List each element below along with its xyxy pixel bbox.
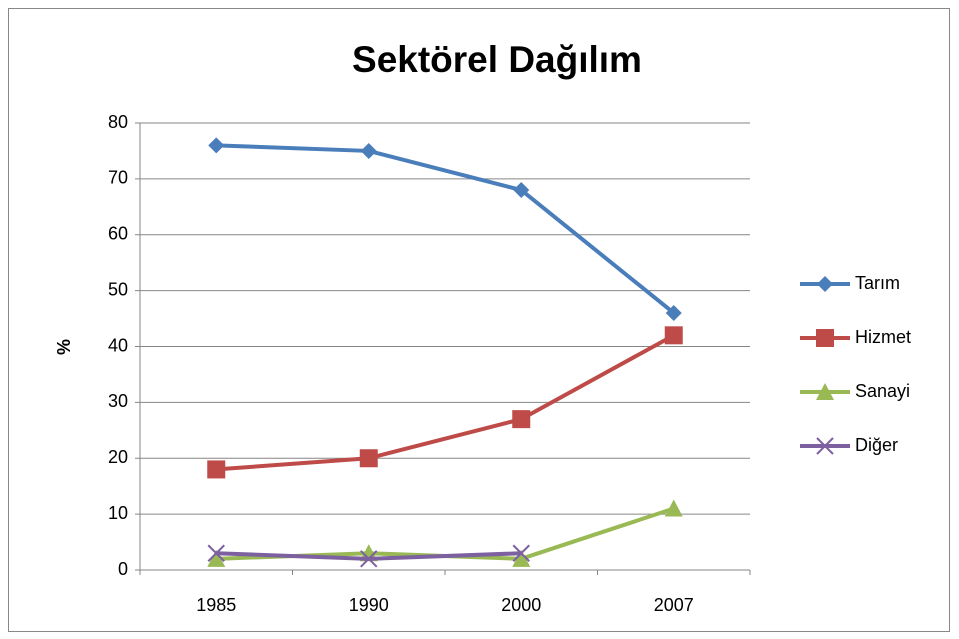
marker	[207, 460, 226, 479]
legend-marker	[816, 437, 834, 455]
chart-border	[8, 8, 950, 632]
marker	[512, 549, 531, 567]
marker	[664, 499, 683, 517]
series-line	[216, 143, 676, 315]
marker	[513, 182, 530, 199]
series-line	[216, 333, 675, 472]
y-tick-label: 50	[108, 279, 128, 299]
y-tick-label: 70	[108, 168, 128, 188]
marker	[360, 142, 377, 159]
legend-label: Hizmet	[855, 327, 911, 347]
x-tick-label: 2000	[501, 595, 541, 615]
marker	[512, 544, 530, 562]
y-tick-label: 30	[108, 391, 128, 411]
legend-marker	[817, 276, 833, 292]
legend-label: Diğer	[855, 435, 898, 455]
marker	[207, 549, 226, 567]
y-tick-label: 80	[108, 112, 128, 132]
legend-label: Tarım	[855, 273, 900, 293]
marker	[359, 449, 378, 468]
y-tick-label: 0	[118, 559, 128, 579]
y-tick-label: 60	[108, 224, 128, 244]
x-tick-label: 1985	[196, 595, 236, 615]
x-tick-label: 1990	[349, 595, 389, 615]
legend-marker	[816, 329, 834, 347]
marker	[208, 137, 225, 154]
marker	[360, 550, 378, 568]
marker	[665, 304, 682, 321]
x-tick-label: 2007	[654, 595, 694, 615]
marker	[512, 410, 531, 429]
legend-label: Sanayi	[855, 381, 910, 401]
marker	[207, 544, 225, 562]
chart-title: Sektörel Dağılım	[352, 39, 642, 80]
y-tick-label: 10	[108, 503, 128, 523]
y-tick-label: 20	[108, 447, 128, 467]
y-tick-label: 40	[108, 335, 128, 355]
legend-marker	[816, 383, 834, 400]
marker	[664, 326, 683, 345]
y-axis-label: %	[54, 339, 74, 355]
